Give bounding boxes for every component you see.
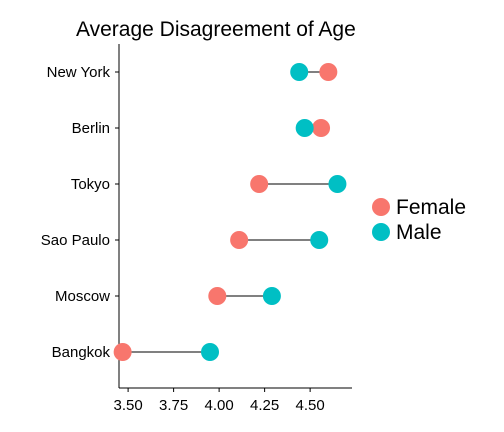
y-tick-label: Bangkok xyxy=(52,344,111,361)
female-point xyxy=(319,63,338,81)
x-tick-label: 4.00 xyxy=(205,397,234,414)
female-point xyxy=(312,119,331,137)
male-point xyxy=(290,63,309,81)
x-tick-label: 4.50 xyxy=(296,397,325,414)
male-point xyxy=(262,287,281,305)
male-point xyxy=(201,343,220,361)
y-ticks: New York Berlin Tokyo Sao Paulo Moscow Bangko… xyxy=(41,64,119,361)
y-tick-label: Tokyo xyxy=(71,176,110,193)
chart-title: Average Disagreement of Age xyxy=(76,18,356,41)
male-point xyxy=(310,231,329,249)
y-tick-label: Berlin xyxy=(72,120,110,137)
male-point xyxy=(295,119,314,137)
data-points xyxy=(113,63,347,361)
y-tick-label: Moscow xyxy=(55,288,110,305)
male-legend-label: Male xyxy=(396,221,442,244)
male-legend-key xyxy=(372,223,390,241)
axes xyxy=(118,44,352,389)
male-point xyxy=(328,175,347,193)
female-point xyxy=(208,287,227,305)
y-tick-label: Sao Paulo xyxy=(41,232,110,249)
x-ticks: 3.50 3.75 4.00 4.25 4.50 xyxy=(114,388,325,414)
x-tick-label: 3.75 xyxy=(159,397,188,414)
x-tick-label: 3.50 xyxy=(114,397,143,414)
female-point xyxy=(230,231,249,249)
female-legend-key xyxy=(372,198,390,216)
female-legend-label: Female xyxy=(396,196,466,219)
dumbbell-segments xyxy=(122,71,338,353)
female-point xyxy=(113,343,132,361)
x-tick-label: 4.25 xyxy=(250,397,279,414)
female-point xyxy=(250,175,269,193)
y-tick-label: New York xyxy=(47,64,111,81)
